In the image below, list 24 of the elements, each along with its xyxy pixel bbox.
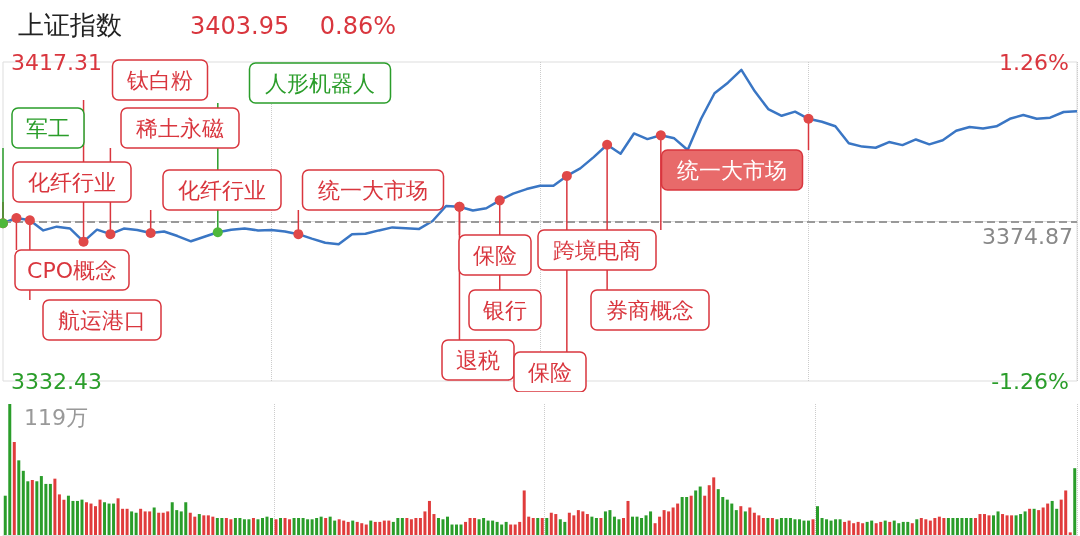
- annotation: 钛白粉: [126, 67, 193, 93]
- annotation: 退税: [456, 347, 500, 373]
- annotation: 保险: [473, 242, 517, 268]
- y2-tick-label: 1.26%: [999, 49, 1069, 75]
- annotation: 稀土永磁: [136, 115, 224, 141]
- annotation: 银行: [482, 297, 527, 323]
- annotation: 统一大市场: [677, 157, 787, 183]
- annotation: 保险: [528, 359, 572, 385]
- y-tick-label: 3417.31: [11, 49, 102, 75]
- annotation: 跨境电商: [553, 237, 641, 263]
- annotation: 化纤行业: [28, 169, 116, 195]
- y-tick-label: 3332.43: [11, 368, 102, 394]
- annotation: 航运港口: [58, 307, 146, 333]
- annotation: 化纤行业: [178, 177, 266, 203]
- annotation: 119万: [24, 404, 88, 430]
- annotation: 军工: [26, 115, 70, 141]
- chart-title: 上证指数: [18, 10, 122, 40]
- annotation: 人形机器人: [265, 70, 375, 96]
- annotation: CPO概念: [27, 257, 117, 283]
- annotation: 券商概念: [606, 297, 694, 323]
- ref-line-label: 3374.87: [982, 224, 1073, 249]
- annotation: 统一大市场: [318, 177, 428, 203]
- chart-subtitle: 3403.95 0.86%: [190, 12, 397, 40]
- y2-tick-label: -1.26%: [991, 368, 1069, 394]
